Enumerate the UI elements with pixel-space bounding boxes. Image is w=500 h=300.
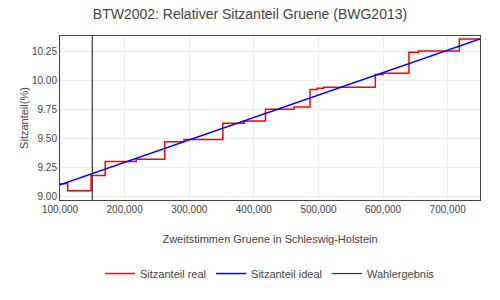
svg-text:Zweitstimmen Gruene in Schlesw: Zweitstimmen Gruene in Schleswig-Holstei…: [162, 233, 377, 245]
svg-text:9.50: 9.50: [38, 133, 58, 144]
svg-text:400,000: 400,000: [236, 204, 273, 215]
svg-text:300,000: 300,000: [171, 204, 208, 215]
svg-text:10.25: 10.25: [32, 46, 57, 57]
svg-text:9.00: 9.00: [38, 191, 58, 202]
svg-text:100,000: 100,000: [42, 204, 79, 215]
svg-text:10.00: 10.00: [32, 75, 57, 86]
svg-text:Sitzanteil real: Sitzanteil real: [140, 268, 206, 280]
svg-text:9.75: 9.75: [38, 104, 58, 115]
svg-text:500,000: 500,000: [300, 204, 337, 215]
svg-text:700,000: 700,000: [430, 204, 467, 215]
svg-text:Sitzanteil(%): Sitzanteil(%): [18, 87, 30, 149]
svg-text:BTW2002: Relativer Sitzanteil: BTW2002: Relativer Sitzanteil Gruene (BW…: [93, 6, 407, 22]
svg-text:200,000: 200,000: [107, 204, 144, 215]
svg-text:Wahlergebnis: Wahlergebnis: [367, 268, 434, 280]
svg-text:Sitzanteil ideal: Sitzanteil ideal: [251, 268, 322, 280]
svg-text:600,000: 600,000: [365, 204, 402, 215]
svg-text:9.25: 9.25: [38, 162, 58, 173]
